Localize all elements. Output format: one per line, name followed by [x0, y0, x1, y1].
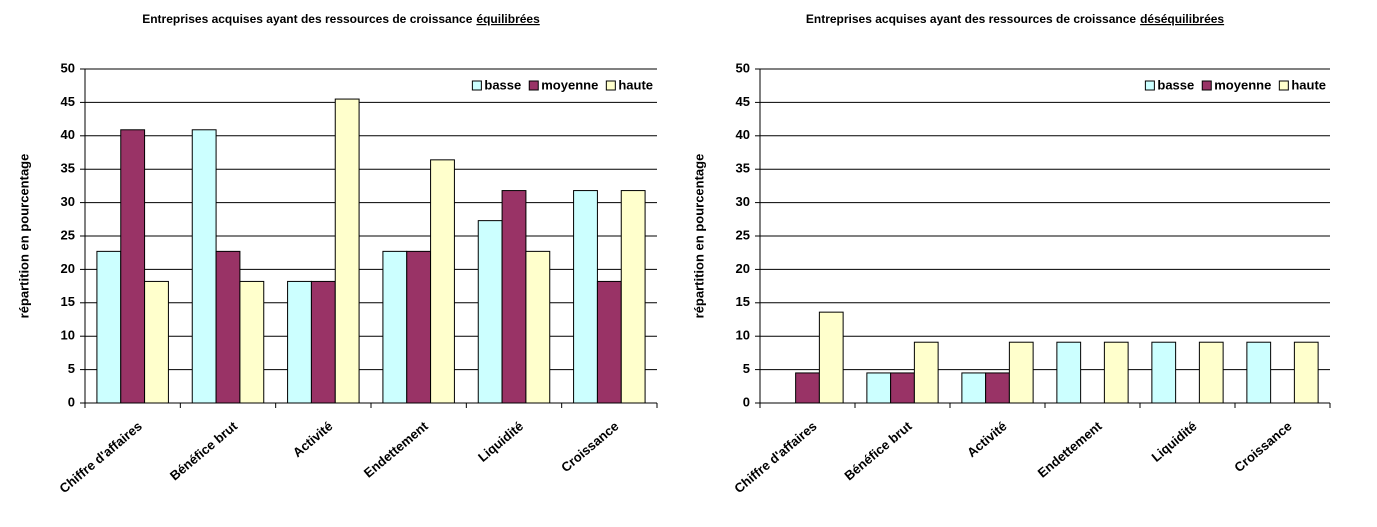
legend-swatch: [1144, 80, 1155, 91]
bar: [1056, 341, 1082, 404]
bar: [215, 250, 241, 404]
bar: [890, 372, 915, 404]
y-tick-label: 30: [61, 194, 75, 209]
bar: [382, 250, 408, 404]
bar: [310, 280, 336, 404]
bar: [596, 280, 622, 404]
bar: [430, 159, 455, 404]
bar: [501, 190, 527, 404]
bar: [620, 190, 646, 404]
bar: [144, 280, 169, 404]
y-tick-label: 5: [68, 361, 75, 376]
bar: [477, 220, 503, 404]
y-tick-label: 35: [736, 161, 750, 176]
y-tick-label: 40: [61, 127, 75, 142]
legend-swatch: [1278, 80, 1289, 91]
x-tick-label: Endettement: [1035, 418, 1105, 481]
bar: [334, 98, 360, 404]
y-axis-label: répartition en pourcentage: [16, 154, 31, 319]
x-tick-label: Croissance: [558, 418, 621, 475]
y-tick-label: 45: [61, 94, 75, 109]
bar: [96, 250, 122, 404]
y-tick-label: 10: [736, 328, 750, 343]
y-axis-label: répartition en pourcentage: [691, 154, 706, 319]
legend-label: basse: [484, 77, 521, 92]
y-tick-label: 15: [736, 294, 750, 309]
legend: basse moyenne haute: [1144, 77, 1326, 92]
y-tick-label: 5: [743, 361, 750, 376]
legend-label: haute: [1291, 77, 1326, 92]
y-tick-label: 50: [736, 60, 750, 75]
title-underlined: déséquilibrées: [1140, 12, 1224, 26]
x-tick-label: Bénéfice brut: [167, 418, 241, 483]
bar: [1103, 341, 1129, 404]
x-tick-label: Liquidité: [475, 418, 526, 464]
bar: [795, 372, 820, 404]
x-tick-label: Bénéfice brut: [841, 418, 915, 483]
legend-label: haute: [618, 77, 653, 92]
x-tick-label: Activité: [964, 418, 1010, 460]
bar: [191, 129, 217, 404]
x-tick-label: Liquidité: [1148, 418, 1199, 464]
bar: [818, 311, 844, 404]
bar: [239, 280, 265, 404]
bar: [1293, 341, 1319, 404]
legend-swatch: [528, 80, 539, 91]
x-tick-label: Croissance: [1231, 418, 1294, 475]
y-tick-label: 10: [61, 328, 75, 343]
bar: [1198, 341, 1224, 404]
chart-title: Entreprises acquises ayant des ressource…: [806, 12, 1225, 26]
legend-label: moyenne: [541, 77, 598, 92]
legend-swatch: [471, 80, 482, 91]
y-tick-label: 35: [61, 161, 75, 176]
legend-swatch: [1201, 80, 1212, 91]
bar: [120, 129, 146, 404]
bar: [985, 372, 1010, 404]
bar: [406, 250, 432, 404]
y-tick-label: 0: [743, 394, 750, 409]
legend: basse moyenne haute: [471, 77, 653, 92]
title-underlined: équilibrées: [476, 12, 540, 26]
bar: [866, 372, 892, 404]
x-tick-label: Endettement: [361, 418, 431, 481]
bar: [573, 190, 598, 404]
x-tick-label: Activité: [290, 418, 336, 460]
x-tick-label: Chiffre d'affaires: [56, 418, 144, 496]
chart-title: Entreprises acquises ayant des ressource…: [142, 12, 540, 26]
title-text: Entreprises acquises ayant des ressource…: [142, 12, 473, 26]
y-tick-label: 15: [61, 294, 75, 309]
y-tick-label: 25: [61, 227, 75, 242]
y-tick-label: 20: [736, 261, 750, 276]
title-text: Entreprises acquises ayant des ressource…: [806, 12, 1137, 26]
bar: [525, 250, 551, 404]
y-tick-label: 0: [68, 394, 75, 409]
legend-swatch: [605, 80, 616, 91]
x-tick-label: Chiffre d'affaires: [731, 418, 819, 496]
y-tick-label: 30: [736, 194, 750, 209]
bar: [961, 372, 987, 404]
y-tick-label: 40: [736, 127, 750, 142]
y-tick-label: 25: [736, 227, 750, 242]
bar: [913, 341, 939, 404]
bar: [1008, 341, 1034, 404]
legend-label: basse: [1157, 77, 1194, 92]
bar: [1151, 341, 1177, 404]
bar: [1246, 341, 1272, 404]
y-tick-label: 20: [61, 261, 75, 276]
y-tick-label: 45: [736, 94, 750, 109]
legend-label: moyenne: [1214, 77, 1271, 92]
bar: [287, 280, 312, 404]
y-tick-label: 50: [61, 60, 75, 75]
